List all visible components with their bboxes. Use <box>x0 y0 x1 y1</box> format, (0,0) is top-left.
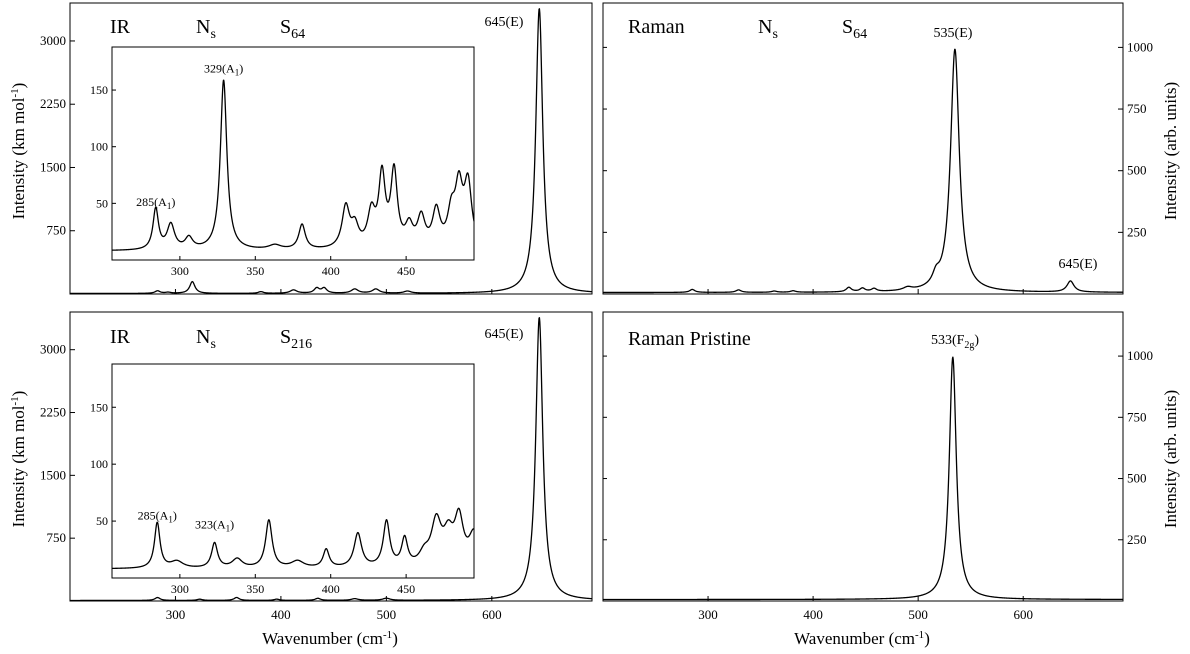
y-tick-label: 2250 <box>40 405 66 420</box>
ir-s216-s216-label: S216 <box>280 326 312 352</box>
inset-x-tick-label: 350 <box>246 582 264 596</box>
y-tick-label: 750 <box>1127 101 1147 116</box>
inset-x-tick-label: 400 <box>322 582 340 596</box>
y-tick-label: 500 <box>1127 471 1147 486</box>
x-tick-label: 300 <box>166 607 186 622</box>
raman-pristine-spectrum <box>602 356 1124 601</box>
y-tick-label: 500 <box>1127 163 1147 178</box>
inset-x-tick-label: 300 <box>171 582 189 596</box>
ir-s64-inset: 50 100 150 300 350 400 450 285(A1) 329(A1) <box>90 46 475 278</box>
ir-s216-inset-frame <box>111 363 475 579</box>
inset-y-tick-label: 100 <box>90 140 108 154</box>
ir-s216-x-axis-label: Wavenumber (cm-1) <box>262 629 398 648</box>
ir-s64-285-annotation: 285(A1) <box>136 195 175 211</box>
x-tick-label: 500 <box>908 607 928 622</box>
panel-ir-s216: 750 1500 2250 3000 300 400 500 600 IR Ns S216 6… <box>9 311 593 648</box>
y-tick-label: 2250 <box>40 96 66 111</box>
raman-s64-645-annotation: 645(E) <box>1059 257 1098 272</box>
panel-raman-pristine-frame <box>602 311 1124 602</box>
x-tick-label: 500 <box>377 607 397 622</box>
inset-x-tick-label: 450 <box>397 582 415 596</box>
ir-s64-spectrum <box>69 8 593 295</box>
y-tick-label: 750 <box>47 223 67 238</box>
inset-x-tick-label: 400 <box>322 264 340 278</box>
raman-s64-ns-label: Ns <box>758 16 778 42</box>
ir-s216-285-annotation: 285(A1) <box>138 508 177 524</box>
raman-s64-spectrum <box>602 48 1124 294</box>
y-tick-label: 750 <box>1127 409 1147 424</box>
ir-s64-s64-label: S64 <box>280 16 305 42</box>
raman-s64-label: Raman <box>628 16 685 38</box>
raman-s64-y-axis-label: Intensity (arb. units) <box>1161 82 1180 220</box>
ir-s216-spectrum <box>69 317 593 602</box>
ir-s64-329-annotation: 329(A1) <box>204 61 243 77</box>
x-tick-label: 400 <box>803 607 823 622</box>
ir-s64-label: IR <box>110 16 131 38</box>
y-tick-label: 3000 <box>40 342 66 357</box>
panel-raman-s64: 250 500 750 1000 Raman Ns S64 535(E) 645(E)… <box>602 2 1180 295</box>
y-tick-label: 750 <box>47 530 67 545</box>
x-tick-label: 400 <box>271 607 291 622</box>
ir-s216-645-annotation: 645(E) <box>485 327 524 342</box>
ir-s216-323-annotation: 323(A1) <box>195 517 234 533</box>
panel-raman-pristine: 250 500 750 1000 300 400 500 600 Raman Pristine… <box>602 311 1180 648</box>
panel-ir-s64: 750 1500 2250 3000 IR Ns S64 645(E) Intensi… <box>9 2 593 295</box>
inset-y-tick-label: 150 <box>90 400 108 414</box>
raman-s64-535-annotation: 535(E) <box>934 26 973 41</box>
x-tick-label: 600 <box>1013 607 1033 622</box>
inset-y-tick-label: 150 <box>90 83 108 97</box>
inset-y-tick-label: 50 <box>96 196 108 210</box>
ir-s64-ns-label: Ns <box>196 16 216 42</box>
inset-y-tick-label: 50 <box>96 514 108 528</box>
y-tick-label: 1000 <box>1127 39 1153 54</box>
inset-y-tick-label: 100 <box>90 457 108 471</box>
ir-s64-645-annotation: 645(E) <box>485 15 524 30</box>
x-tick-label: 300 <box>698 607 718 622</box>
ir-s216-inset: 50 100 150 300 350 400 450 285(A1) 323(A1) <box>90 363 475 596</box>
ir-s64-inset-spectrum <box>111 79 475 251</box>
y-tick-label: 1500 <box>40 159 66 174</box>
raman-pristine-label: Raman Pristine <box>628 328 751 350</box>
panel-ir-s64-frame <box>69 2 593 295</box>
raman-pristine-y-axis-label: Intensity (arb. units) <box>1161 390 1180 528</box>
y-tick-label: 250 <box>1127 224 1147 239</box>
ir-s216-y-axis-label: Intensity (km mol-1) <box>9 391 28 528</box>
raman-pristine-x-axis-label: Wavenumber (cm-1) <box>794 629 930 648</box>
ir-s64-inset-frame <box>111 46 475 261</box>
raman-pristine-533-annotation: 533(F2g) <box>931 333 979 351</box>
ir-s216-inset-spectrum <box>111 507 475 570</box>
inset-x-tick-label: 350 <box>246 264 264 278</box>
y-tick-label: 1500 <box>40 467 66 482</box>
y-tick-label: 250 <box>1127 532 1147 547</box>
y-tick-label: 3000 <box>40 33 66 48</box>
inset-x-tick-label: 450 <box>397 264 415 278</box>
panel-ir-s216-frame <box>69 311 593 602</box>
panel-raman-s64-frame <box>602 2 1124 295</box>
ir-s216-ns-label: Ns <box>196 326 216 352</box>
raman-s64-s64-label: S64 <box>842 16 867 42</box>
x-tick-label: 600 <box>482 607 502 622</box>
ir-s64-y-axis-label: Intensity (km mol-1) <box>9 83 28 220</box>
y-tick-label: 1000 <box>1127 348 1153 363</box>
inset-x-tick-label: 300 <box>171 264 189 278</box>
ir-s216-label: IR <box>110 326 131 348</box>
